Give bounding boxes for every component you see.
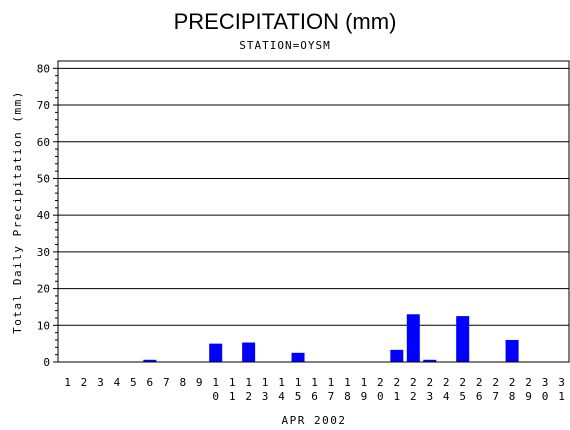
y-tick-label: 40 — [37, 209, 50, 222]
bar-day-15 — [291, 352, 305, 362]
bar-day-10 — [209, 343, 223, 362]
x-tick-label: 1 — [64, 376, 71, 389]
x-tick-label: 4 — [114, 376, 121, 389]
bar-day-23 — [423, 359, 437, 362]
y-tick-label: 60 — [37, 136, 50, 149]
x-tick-label: 7 — [163, 376, 170, 389]
y-axis-label: Total Daily Precipitation (mm) — [11, 90, 24, 334]
y-tick-label: 70 — [37, 99, 50, 112]
y-tick-label: 30 — [37, 246, 50, 259]
bar-day-21 — [390, 349, 404, 362]
y-tick-label: 80 — [37, 62, 50, 75]
x-tick-label: 3 — [97, 376, 104, 389]
bar-day-28 — [505, 339, 519, 362]
x-tick-label: 8 — [179, 376, 186, 389]
x-tick-label: 6 — [147, 376, 154, 389]
y-tick-label: 20 — [37, 283, 50, 296]
bar-day-6 — [143, 359, 157, 362]
grid — [58, 67, 569, 326]
y-tick-label: 10 — [37, 319, 50, 332]
y-tick-label: 50 — [37, 172, 50, 185]
y-tick-label: 0 — [43, 356, 50, 369]
chart-subtitle: STATION=OYSM — [239, 39, 330, 52]
x-axis-label: APR 2002 — [282, 414, 347, 427]
bar-day-12 — [242, 342, 256, 362]
x-tick-label: 5 — [130, 376, 137, 389]
x-axis: 1 2 3 4 5 6 7 8 9 1 01 11 21 31 41 51 61 71 81 92 02 12 22 32 42… — [64, 376, 565, 403]
bar-day-25 — [456, 316, 470, 362]
bars — [143, 314, 519, 362]
y-axis: 0 10 20 30 40 50 60 70 80 — [37, 62, 58, 369]
x-tick-label: 2 — [81, 376, 88, 389]
chart-title: PRECIPITATION (mm) — [174, 9, 397, 34]
bar-day-22 — [406, 314, 420, 362]
plot-frame — [57, 60, 570, 363]
x-tick-label: 9 — [196, 376, 203, 389]
